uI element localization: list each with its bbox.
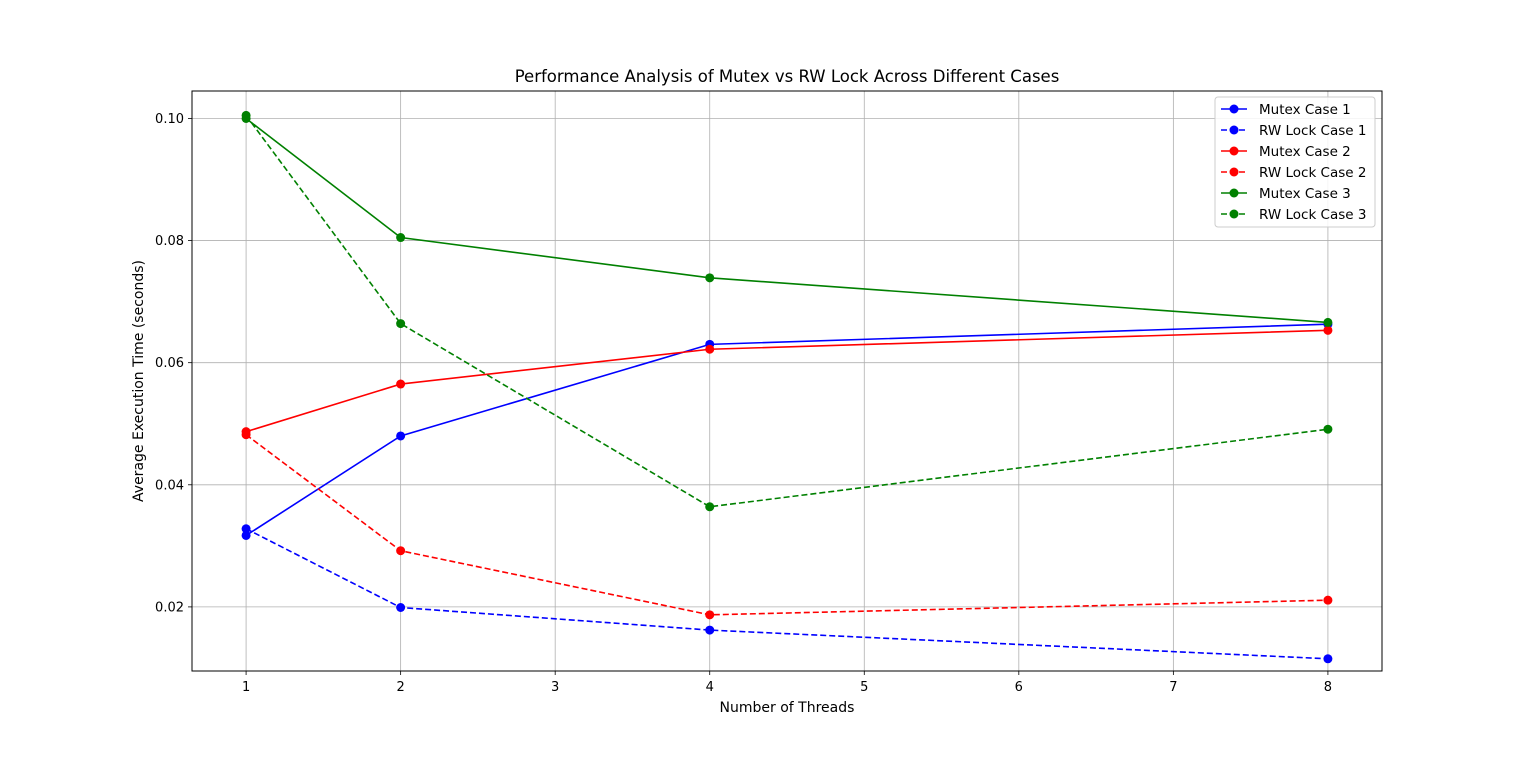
data-point xyxy=(1323,595,1333,605)
series-line xyxy=(245,114,1329,508)
x-tick-label: 5 xyxy=(860,680,868,695)
data-point xyxy=(1323,317,1333,327)
series-line xyxy=(245,117,1328,324)
x-tick-label: 8 xyxy=(1324,680,1332,695)
data-point xyxy=(396,546,406,556)
y-tick-label: 0.08 xyxy=(155,234,184,249)
y-tick-label: 0.04 xyxy=(155,478,184,493)
data-point xyxy=(396,233,406,243)
series-line xyxy=(245,528,1328,660)
legend: Mutex Case 1 RW Lock Case 1 Mutex Case 2 RW… xyxy=(1214,96,1376,228)
x-tick-label: 7 xyxy=(1169,680,1177,695)
axis-ticks: 1 2 3 4 5 6 7 8 0.02 0.04 0.06 0.08 0.10 xyxy=(155,112,1332,695)
legend-label: Mutex Case 3 xyxy=(1259,186,1351,202)
legend-label: RW Lock Case 1 xyxy=(1259,123,1366,139)
data-point xyxy=(241,110,251,120)
legend-entries: Mutex Case 1 RW Lock Case 1 Mutex Case 2 RW… xyxy=(1221,102,1366,223)
series-line xyxy=(245,323,1328,537)
data-point xyxy=(705,344,715,354)
series-line xyxy=(245,329,1328,433)
data-point xyxy=(705,502,715,512)
data-point xyxy=(241,524,251,534)
chart-title: Performance Analysis of Mutex vs RW Lock… xyxy=(515,67,1060,86)
legend-marker xyxy=(1229,167,1239,177)
data-point xyxy=(241,430,251,440)
series-rw-lock-case-2 xyxy=(241,430,1333,620)
data-point xyxy=(396,603,406,613)
legend-marker xyxy=(1229,188,1239,198)
x-tick-label: 6 xyxy=(1015,680,1023,695)
plot-frame xyxy=(191,90,1383,672)
legend-label: RW Lock Case 3 xyxy=(1259,207,1366,223)
legend-label: Mutex Case 2 xyxy=(1259,144,1351,160)
x-tick-label: 2 xyxy=(396,680,404,695)
x-tick-label: 3 xyxy=(551,680,559,695)
data-point xyxy=(705,625,715,635)
series-group xyxy=(241,110,1333,664)
legend-marker xyxy=(1229,146,1239,156)
legend-marker xyxy=(1229,209,1239,219)
legend-marker xyxy=(1229,125,1239,135)
series-rw-lock-case-3 xyxy=(241,110,1333,512)
data-point xyxy=(705,273,715,283)
series-line xyxy=(245,434,1328,616)
data-point xyxy=(1323,325,1333,335)
legend-label: RW Lock Case 2 xyxy=(1259,165,1366,181)
legend-box xyxy=(1214,96,1376,228)
y-tick-label: 0.06 xyxy=(155,356,184,371)
x-axis-label: Number of Threads xyxy=(720,700,855,716)
data-point xyxy=(241,530,251,540)
series-rw-lock-case-1 xyxy=(241,524,1333,664)
x-tick-label: 4 xyxy=(706,680,714,695)
x-tick-label: 1 xyxy=(242,680,250,695)
data-point xyxy=(1323,654,1333,664)
data-point xyxy=(396,431,406,441)
data-point xyxy=(396,319,406,329)
y-tick-label: 0.10 xyxy=(155,112,184,127)
legend-label: Mutex Case 1 xyxy=(1259,102,1351,118)
y-tick-label: 0.02 xyxy=(155,600,184,615)
data-point xyxy=(396,379,406,389)
y-axis-label: Average Execution Time (seconds) xyxy=(131,260,147,502)
data-point xyxy=(705,610,715,620)
data-point xyxy=(1323,424,1333,434)
legend-marker xyxy=(1229,104,1239,114)
